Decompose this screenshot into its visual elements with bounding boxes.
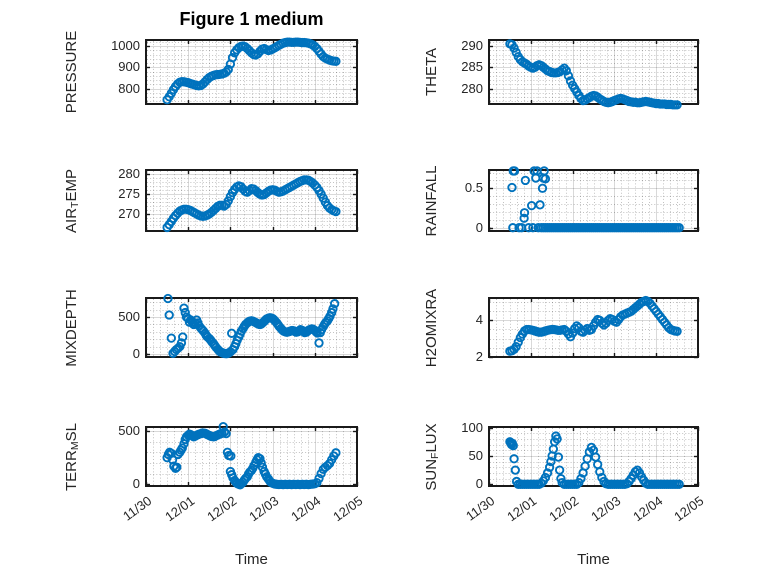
y-tick-label: 280 [461, 80, 483, 96]
x-axis-label: Time [235, 551, 268, 568]
y-tick-label: 0.5 [464, 180, 483, 196]
y-tick-label: 270 [118, 205, 140, 221]
y-axis-label-text: PRESSURE [62, 30, 80, 114]
x-tick-label: 11/30 [463, 493, 498, 524]
y-tick-label: 0 [475, 219, 483, 235]
y-tick-label: 500 [118, 309, 140, 325]
y-axis-label-theta: THETA [420, 0, 442, 147]
y-tick-label: 290 [461, 37, 483, 53]
y-tick-label: 0 [132, 346, 140, 362]
figure-title: Figure 1 medium [179, 9, 324, 29]
x-tick-label: 12/02 [546, 493, 582, 525]
plot-canvas-sun-flux [479, 417, 708, 496]
y-tick-label: 0 [132, 476, 140, 492]
y-axis-label-text: RAINFALL [422, 165, 440, 236]
x-axis-label: Time [577, 551, 610, 568]
x-tick-label: 12/05 [330, 493, 366, 525]
y-axis-label-pressure: PRESSURE [60, 0, 82, 147]
y-tick-label: 50 [468, 447, 483, 463]
y-axis-label-text: SL [62, 422, 80, 441]
y-tick-label: 285 [461, 59, 483, 75]
x-tick-label: 12/01 [161, 493, 198, 525]
plot-canvas-terr-msl [136, 417, 367, 496]
plot-canvas-air-temp [136, 160, 367, 241]
x-tick-label: 11/30 [120, 493, 155, 524]
y-tick-label: 900 [118, 59, 140, 75]
y-axis-label-text: MIXDEPTH [62, 288, 80, 367]
y-tick-label: 2 [475, 348, 483, 364]
x-tick-label: 12/01 [504, 493, 540, 525]
y-axis-label-text: LUX [422, 422, 440, 453]
y-axis-label-text: H2OMIXRA [422, 288, 440, 367]
y-tick-label: 1000 [111, 37, 140, 53]
y-tick-label: 280 [118, 165, 140, 181]
y-tick-label: 0 [475, 476, 483, 492]
y-axis-label-sun-flux: SUN F LUX [420, 382, 442, 532]
x-tick-label: 12/04 [629, 493, 666, 525]
x-tick-label: 12/02 [204, 493, 240, 525]
y-axis-label-subscript: T [68, 201, 81, 208]
y-axis-label-terr-msl: TERR M SL [60, 382, 82, 532]
x-tick-label: 12/03 [246, 493, 282, 525]
y-axis-label-text: EMP [62, 168, 80, 202]
x-tick-label: 12/05 [671, 493, 707, 525]
y-axis-label-text: AIR [62, 207, 80, 233]
y-tick-label: 100 [461, 419, 483, 435]
plot-canvas-mixdepth [136, 288, 367, 367]
y-axis-label-text: SUN [422, 458, 440, 491]
plot-canvas-pressure [136, 30, 367, 114]
y-tick-label: 500 [118, 422, 140, 438]
y-tick-label: 4 [475, 312, 483, 328]
plot-canvas-rainfall [479, 160, 708, 241]
y-axis-label-subscript: M [68, 440, 81, 450]
y-axis-label-text: TERR [62, 449, 80, 491]
y-tick-label: 800 [118, 80, 140, 96]
y-axis-label-text: THETA [422, 47, 440, 97]
y-axis-label-mixdepth: MIXDEPTH [60, 253, 82, 403]
plot-canvas-h2omixra [479, 288, 708, 367]
y-axis-label-h2omixra: H2OMIXRA [420, 253, 442, 403]
y-tick-label: 275 [118, 185, 140, 201]
x-tick-label: 12/03 [588, 493, 624, 525]
x-tick-label: 12/04 [288, 493, 324, 525]
plot-canvas-theta [479, 30, 708, 114]
y-axis-label-subscript: F [428, 452, 441, 459]
